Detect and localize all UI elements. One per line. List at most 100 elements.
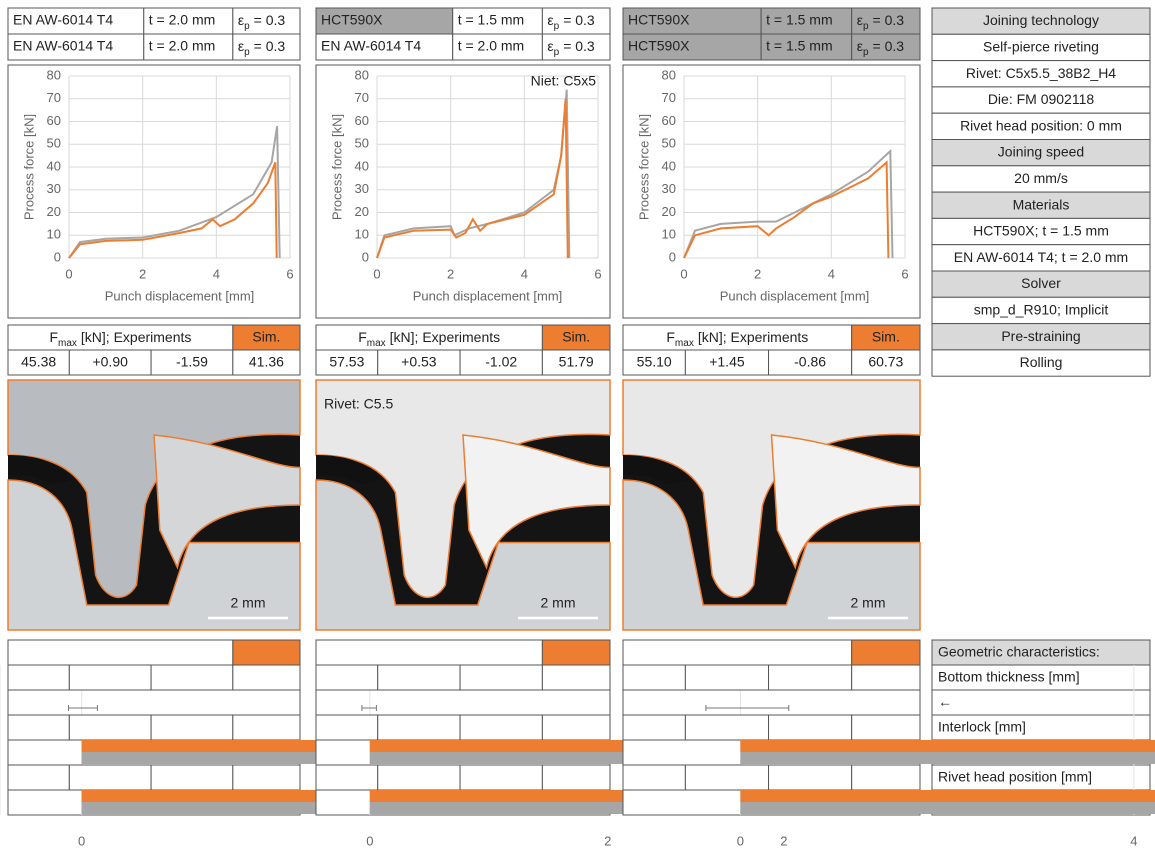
y-axis-label: Process force [kN] [329, 114, 344, 220]
x-tick-label: 2 [754, 266, 761, 281]
cell [378, 665, 460, 690]
cell [685, 665, 768, 690]
cell [460, 665, 542, 690]
cell [685, 715, 768, 740]
sim-header: Sim. [252, 329, 280, 345]
y-tick-label: 80 [662, 67, 676, 82]
sidebar-text: Rivet head position: 0 mm [960, 117, 1122, 133]
sidebar-text: EN AW-6014 T4; t = 2.0 mm [954, 249, 1128, 265]
cell [852, 715, 920, 740]
sidebar-text: Die: FM 0902118 [988, 91, 1095, 107]
material: HCT590X [628, 38, 690, 54]
strain-sub: p [244, 47, 250, 58]
fmax-value: 60.73 [868, 354, 903, 370]
x-tick-label: 4 [521, 266, 528, 281]
fmax-value: +0.90 [92, 354, 128, 370]
x-tick-label: 2 [139, 266, 146, 281]
sim-header: Sim. [872, 329, 900, 345]
cell [8, 715, 69, 740]
cell [932, 690, 1150, 715]
sidebar-text: Pre-straining [1001, 328, 1080, 344]
cell [542, 665, 610, 690]
material: HCT590X [628, 12, 690, 28]
x-tick-label: 0 [373, 266, 380, 281]
fmax-value: -0.86 [794, 354, 826, 370]
y-tick-label: 80 [47, 67, 61, 82]
fmax-header-rest: [kN]; Experiments [81, 329, 191, 345]
fmax-value: 45.38 [21, 354, 56, 370]
strain-sub: p [554, 21, 560, 32]
x-tick-label: 6 [594, 266, 601, 281]
x-tick-label: 4 [213, 266, 220, 281]
y-tick-label: 20 [355, 204, 369, 219]
y-tick-label: 40 [355, 158, 369, 173]
fmax-header-rest: [kN]; Experiments [390, 329, 500, 345]
cell [316, 765, 378, 790]
cell [623, 640, 852, 665]
micrograph-label: Rivet: C5.5 [324, 396, 393, 412]
figure: EN AW-6014 T4t = 2.0 mmεp= 0.3EN AW-6014… [0, 0, 1155, 856]
x-tick-label: 0 [680, 266, 687, 281]
cell [233, 715, 300, 740]
y-tick-label: 60 [355, 113, 369, 128]
y-tick-label: 60 [47, 113, 61, 128]
thickness: t = 2.0 mm [149, 38, 216, 54]
x-axis-label: Punch displacement [mm] [413, 288, 563, 303]
y-tick-label: 70 [355, 90, 369, 105]
fmax-header-sub: max [367, 338, 386, 349]
y-tick-label: 0 [362, 249, 369, 264]
material: EN AW-6014 T4 [321, 38, 421, 54]
cell [769, 665, 852, 690]
sidebar-text: Rivet: C5x5.5_38B2_H4 [966, 65, 1116, 81]
y-tick-label: 10 [47, 227, 61, 242]
strain-sub: p [863, 21, 869, 32]
y-tick-label: 30 [355, 181, 369, 196]
cell [151, 715, 233, 740]
cell [378, 765, 460, 790]
x-tick-label: 0 [737, 833, 744, 848]
sidebar-text: 20 mm/s [1014, 170, 1068, 186]
y-tick-label: 10 [662, 227, 676, 242]
y-tick-label: 30 [662, 181, 676, 196]
cell [623, 665, 685, 690]
cell [623, 765, 685, 790]
sim-bar [740, 790, 1155, 802]
y-tick-label: 70 [47, 90, 61, 105]
y-tick-label: 0 [54, 249, 61, 264]
thickness: t = 2.0 mm [458, 38, 525, 54]
x-tick-label: 6 [286, 266, 293, 281]
strain-rest: = 0.3 [873, 38, 905, 54]
cell [542, 765, 610, 790]
cell [69, 715, 151, 740]
geometry-label: Geometric characteristics: [938, 644, 1100, 660]
strain-rest: = 0.3 [254, 12, 286, 28]
cell [460, 765, 542, 790]
fmax-header-symbol: F [49, 329, 58, 345]
sidebar-text: Joining speed [998, 144, 1084, 160]
x-axis-label: Punch displacement [mm] [720, 288, 870, 303]
sidebar-text: Joining technology [983, 12, 1099, 28]
x-tick-label: 0 [78, 833, 85, 848]
sidebar-text: smp_d_R910; Implicit [974, 302, 1109, 318]
cell [460, 715, 542, 740]
x-tick-label: 2 [447, 266, 454, 281]
cell [151, 765, 233, 790]
y-tick-label: 20 [47, 204, 61, 219]
fmax-header-symbol: F [666, 329, 675, 345]
strain-sub: p [863, 47, 869, 58]
cell [769, 765, 852, 790]
fmax-header-rest: [kN]; Experiments [698, 329, 808, 345]
fmax-value: -1.02 [485, 354, 517, 370]
x-tick-label: 6 [901, 266, 908, 281]
cell [542, 715, 610, 740]
y-tick-label: 0 [669, 249, 676, 264]
strain-sub: p [244, 21, 250, 32]
x-axis-label: Punch displacement [mm] [105, 288, 255, 303]
fmax-value: 41.36 [249, 354, 284, 370]
cell [852, 765, 920, 790]
cell [8, 665, 69, 690]
sidebar-text: Rolling [1020, 354, 1063, 370]
cell [233, 640, 300, 665]
thickness: t = 1.5 mm [766, 12, 833, 28]
cell [316, 640, 542, 665]
